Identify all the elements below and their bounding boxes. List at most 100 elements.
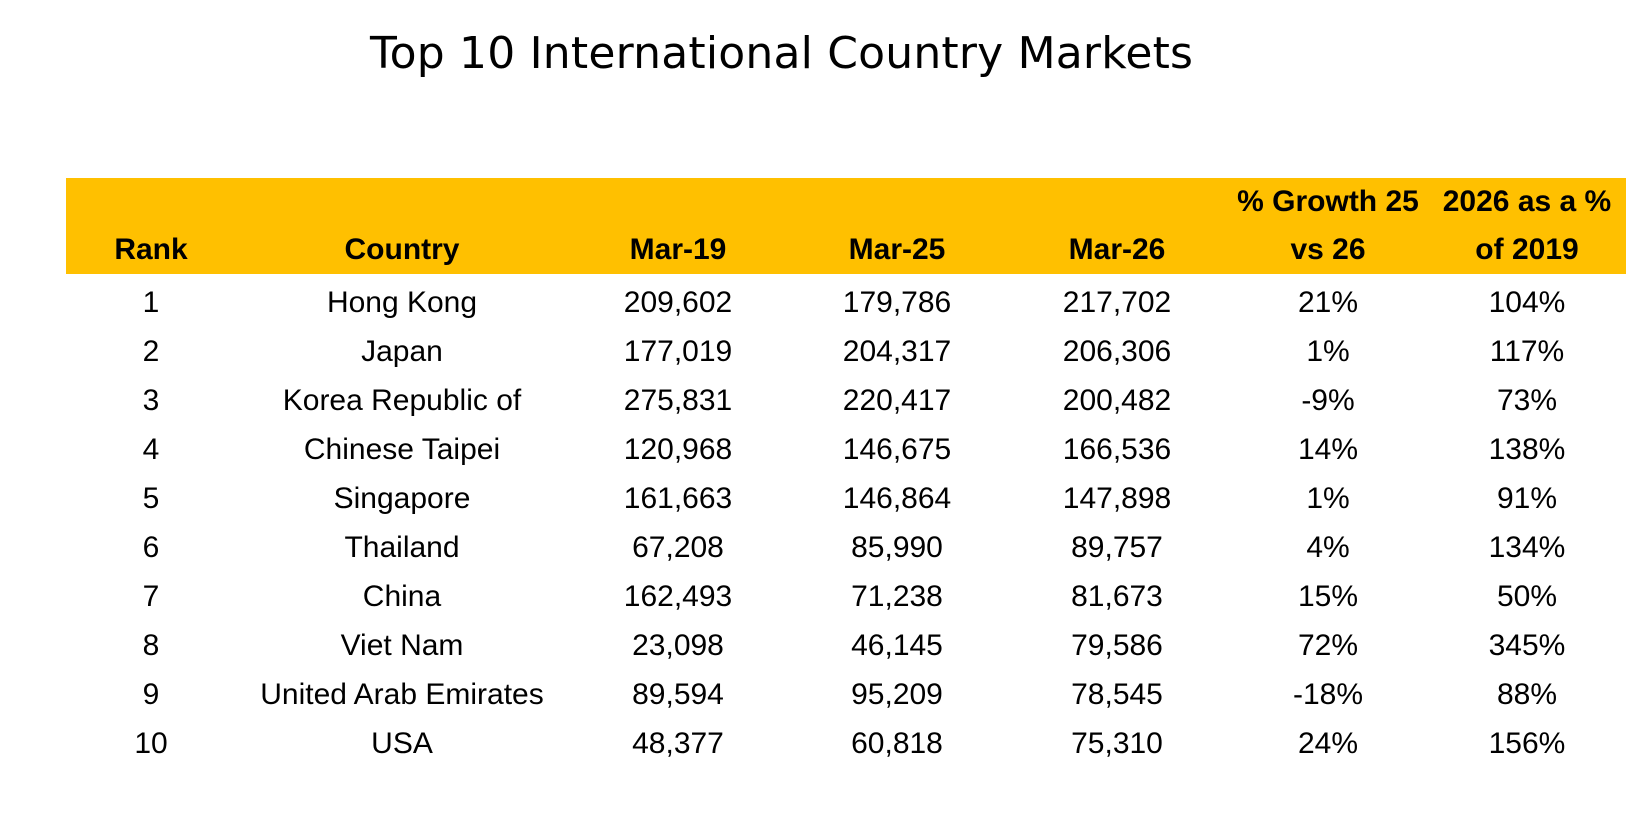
table-row: 8 Viet Nam 23,098 46,145 79,586 72% 345% bbox=[66, 621, 1626, 670]
cell-mar-19: 177,019 bbox=[623, 335, 733, 368]
table-row: 3 Korea Republic of 275,831 220,417 200,482 -… bbox=[66, 376, 1626, 425]
cell-rank: 9 bbox=[142, 678, 160, 711]
table-row: 9 United Arab Emirates 89,594 95,209 78,545 -… bbox=[66, 670, 1626, 719]
column-header-line2: of 2019 bbox=[1475, 233, 1579, 266]
cell-pct-of-2019: 50% bbox=[1496, 580, 1558, 613]
cell-mar-25: 146,864 bbox=[842, 482, 952, 515]
cell-mar-25: 179,786 bbox=[842, 286, 952, 319]
cell-mar-26: 206,306 bbox=[1062, 335, 1172, 368]
cell-growth-25-vs-26: 1% bbox=[1306, 335, 1350, 368]
cell-country: Viet Nam bbox=[340, 629, 464, 662]
cell-mar-19: 48,377 bbox=[632, 727, 724, 760]
cell-country: Korea Republic of bbox=[282, 384, 522, 417]
cell-rank: 5 bbox=[142, 482, 160, 515]
column-header-line2: Mar-26 bbox=[1068, 233, 1166, 266]
cell-pct-of-2019: 156% bbox=[1488, 727, 1566, 760]
table-body: 1 Hong Kong 209,602 179,786 217,702 21% 104% 2 J… bbox=[66, 274, 1626, 768]
cell-mar-26: 75,310 bbox=[1071, 727, 1163, 760]
cell-country: China bbox=[362, 580, 442, 613]
column-header-pct-of-2019: 2026 as a % of 2019 bbox=[1428, 178, 1626, 274]
column-header-line2: Country bbox=[344, 233, 460, 266]
markets-table: Rank Country Mar-19 Mar-25 Mar-26 % Growt… bbox=[66, 178, 1626, 768]
cell-rank: 2 bbox=[142, 335, 160, 368]
cell-mar-26: 200,482 bbox=[1062, 384, 1172, 417]
cell-growth-25-vs-26: 72% bbox=[1297, 629, 1359, 662]
cell-mar-26: 89,757 bbox=[1071, 531, 1163, 564]
cell-mar-25: 60,818 bbox=[851, 727, 943, 760]
cell-growth-25-vs-26: 21% bbox=[1297, 286, 1359, 319]
cell-country: Singapore bbox=[333, 482, 471, 515]
cell-rank: 4 bbox=[142, 433, 160, 466]
chart-title: Top 10 International Country Markets bbox=[370, 28, 1194, 79]
cell-mar-26: 217,702 bbox=[1062, 286, 1172, 319]
cell-mar-19: 275,831 bbox=[623, 384, 733, 417]
cell-pct-of-2019: 345% bbox=[1488, 629, 1566, 662]
cell-mar-25: 85,990 bbox=[851, 531, 943, 564]
cell-pct-of-2019: 138% bbox=[1488, 433, 1566, 466]
cell-pct-of-2019: 134% bbox=[1488, 531, 1566, 564]
cell-growth-25-vs-26: 14% bbox=[1297, 433, 1359, 466]
cell-mar-26: 147,898 bbox=[1062, 482, 1172, 515]
cell-pct-of-2019: 117% bbox=[1489, 335, 1565, 368]
column-header-line2: vs 26 bbox=[1290, 233, 1366, 266]
column-header-line1: 2026 as a % bbox=[1442, 185, 1612, 218]
cell-rank: 10 bbox=[134, 727, 168, 760]
cell-mar-25: 95,209 bbox=[851, 678, 943, 711]
cell-country: United Arab Emirates bbox=[260, 678, 544, 711]
table-row: 5 Singapore 161,663 146,864 147,898 1% 91% bbox=[66, 474, 1626, 523]
column-header-mar-26: Mar-26 bbox=[1006, 178, 1228, 274]
column-header-line2: Mar-25 bbox=[848, 233, 946, 266]
cell-mar-25: 46,145 bbox=[851, 629, 943, 662]
column-header-line1 bbox=[66, 178, 236, 226]
cell-mar-19: 67,208 bbox=[632, 531, 724, 564]
column-header-rank: Rank bbox=[66, 178, 236, 274]
column-header-line2: Rank bbox=[114, 233, 188, 266]
cell-mar-26: 79,586 bbox=[1071, 629, 1163, 662]
cell-mar-19: 23,098 bbox=[632, 629, 724, 662]
cell-mar-25: 71,238 bbox=[851, 580, 943, 613]
cell-rank: 1 bbox=[142, 286, 160, 319]
cell-mar-19: 89,594 bbox=[632, 678, 724, 711]
cell-growth-25-vs-26: 15% bbox=[1297, 580, 1359, 613]
cell-growth-25-vs-26: -18% bbox=[1292, 678, 1364, 711]
cell-growth-25-vs-26: -9% bbox=[1301, 384, 1355, 417]
cell-rank: 6 bbox=[142, 531, 160, 564]
column-header-line1 bbox=[788, 178, 1006, 226]
cell-mar-19: 120,968 bbox=[623, 433, 733, 466]
column-header-mar-25: Mar-25 bbox=[788, 178, 1006, 274]
cell-rank: 3 bbox=[142, 384, 160, 417]
cell-pct-of-2019: 73% bbox=[1496, 384, 1558, 417]
cell-country: Japan bbox=[361, 335, 443, 368]
cell-growth-25-vs-26: 24% bbox=[1297, 727, 1359, 760]
cell-mar-19: 161,663 bbox=[623, 482, 733, 515]
column-header-line1: % Growth 25 bbox=[1237, 185, 1419, 218]
cell-mar-19: 162,493 bbox=[623, 580, 733, 613]
table-row: 10 USA 48,377 60,818 75,310 24% 156% bbox=[66, 719, 1626, 768]
cell-country: Thailand bbox=[344, 531, 460, 564]
table-header-row: Rank Country Mar-19 Mar-25 Mar-26 % Growt… bbox=[66, 178, 1626, 274]
cell-pct-of-2019: 88% bbox=[1496, 678, 1558, 711]
table-row: 4 Chinese Taipei 120,968 146,675 166,536 14% 1… bbox=[66, 425, 1626, 474]
table-row: 1 Hong Kong 209,602 179,786 217,702 21% 104% bbox=[66, 274, 1626, 327]
cell-mar-25: 204,317 bbox=[842, 335, 952, 368]
cell-mar-25: 220,417 bbox=[842, 384, 952, 417]
cell-rank: 7 bbox=[142, 580, 160, 613]
column-header-country: Country bbox=[236, 178, 568, 274]
table-row: 2 Japan 177,019 204,317 206,306 1% 117% bbox=[66, 327, 1626, 376]
table-row: 6 Thailand 67,208 85,990 89,757 4% 134% bbox=[66, 523, 1626, 572]
cell-mar-25: 146,675 bbox=[842, 433, 952, 466]
cell-mar-26: 81,673 bbox=[1071, 580, 1163, 613]
cell-rank: 8 bbox=[142, 629, 160, 662]
cell-country: Chinese Taipei bbox=[303, 433, 501, 466]
cell-country: USA bbox=[371, 727, 433, 760]
cell-mar-19: 209,602 bbox=[623, 286, 733, 319]
cell-mar-26: 78,545 bbox=[1071, 678, 1163, 711]
cell-mar-26: 166,536 bbox=[1062, 433, 1172, 466]
column-header-growth-25-vs-26: % Growth 25 vs 26 bbox=[1228, 178, 1428, 274]
cell-pct-of-2019: 91% bbox=[1496, 482, 1558, 515]
markets-table-container: Rank Country Mar-19 Mar-25 Mar-26 % Growt… bbox=[66, 178, 1626, 768]
cell-country: Hong Kong bbox=[326, 286, 478, 319]
column-header-mar-19: Mar-19 bbox=[568, 178, 788, 274]
cell-pct-of-2019: 104% bbox=[1488, 286, 1566, 319]
table-row: 7 China 162,493 71,238 81,673 15% 50% bbox=[66, 572, 1626, 621]
